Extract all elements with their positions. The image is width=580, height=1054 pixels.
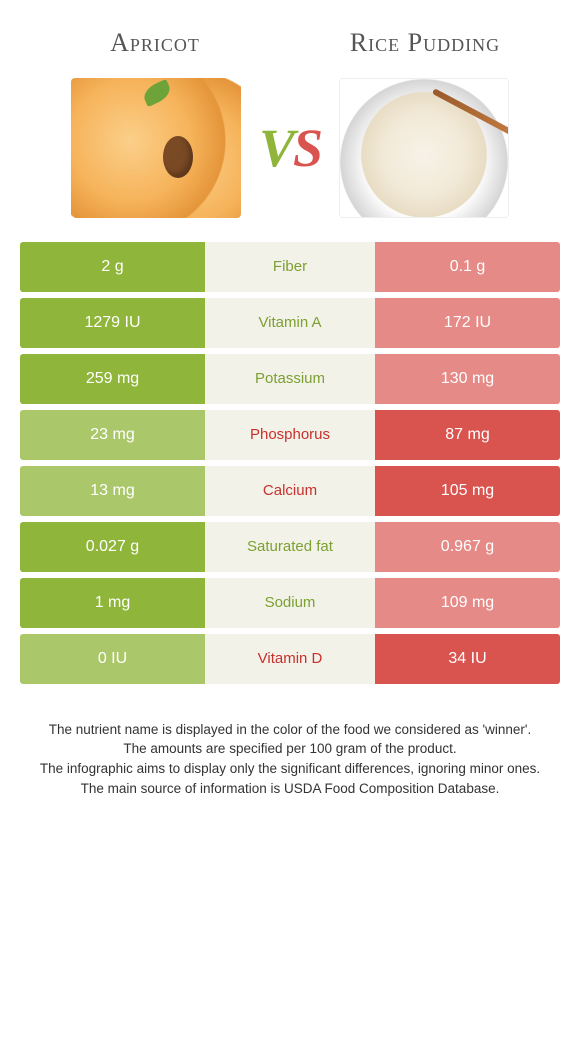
left-value: 259 mg — [20, 354, 205, 404]
footer-line: The amounts are specified per 100 gram o… — [28, 739, 552, 759]
table-row: 23 mgPhosphorus87 mg — [20, 410, 560, 460]
right-value: 34 IU — [375, 634, 560, 684]
vs-letter-s: S — [293, 118, 321, 178]
right-value: 172 IU — [375, 298, 560, 348]
nutrient-label: Potassium — [205, 354, 375, 404]
footer-line: The nutrient name is displayed in the co… — [28, 720, 552, 740]
table-row: 0 IUVitamin D34 IU — [20, 634, 560, 684]
left-value: 0.027 g — [20, 522, 205, 572]
table-row: 1279 IUVitamin A172 IU — [20, 298, 560, 348]
footer-notes: The nutrient name is displayed in the co… — [0, 690, 580, 798]
left-value: 1279 IU — [20, 298, 205, 348]
footer-line: The infographic aims to display only the… — [28, 759, 552, 779]
nutrient-label: Phosphorus — [205, 410, 375, 460]
nutrient-label: Fiber — [205, 242, 375, 292]
titles-row: Apricot Rice Pudding — [0, 0, 580, 68]
left-value: 23 mg — [20, 410, 205, 460]
vs-letter-v: V — [259, 118, 293, 178]
left-value: 1 mg — [20, 578, 205, 628]
right-value: 109 mg — [375, 578, 560, 628]
right-value: 0.967 g — [375, 522, 560, 572]
footer-line: The main source of information is USDA F… — [28, 779, 552, 799]
nutrient-table: 2 gFiber0.1 g 1279 IUVitamin A172 IU 259 m… — [20, 242, 560, 684]
rice-pudding-image — [339, 78, 509, 218]
right-value: 130 mg — [375, 354, 560, 404]
left-value: 13 mg — [20, 466, 205, 516]
right-value: 0.1 g — [375, 242, 560, 292]
table-row: 259 mgPotassium130 mg — [20, 354, 560, 404]
images-row: VS — [0, 68, 580, 242]
nutrient-label: Vitamin A — [205, 298, 375, 348]
nutrient-label: Calcium — [205, 466, 375, 516]
table-row: 2 gFiber0.1 g — [20, 242, 560, 292]
apricot-image — [71, 78, 241, 218]
table-row: 13 mgCalcium105 mg — [20, 466, 560, 516]
table-row: 0.027 gSaturated fat0.967 g — [20, 522, 560, 572]
vs-badge: VS — [259, 117, 321, 179]
left-value: 0 IU — [20, 634, 205, 684]
right-food-title: Rice Pudding — [304, 28, 547, 58]
nutrient-label: Sodium — [205, 578, 375, 628]
right-value: 87 mg — [375, 410, 560, 460]
left-value: 2 g — [20, 242, 205, 292]
nutrient-label: Vitamin D — [205, 634, 375, 684]
right-value: 105 mg — [375, 466, 560, 516]
table-row: 1 mgSodium109 mg — [20, 578, 560, 628]
left-food-title: Apricot — [34, 28, 277, 58]
nutrient-label: Saturated fat — [205, 522, 375, 572]
